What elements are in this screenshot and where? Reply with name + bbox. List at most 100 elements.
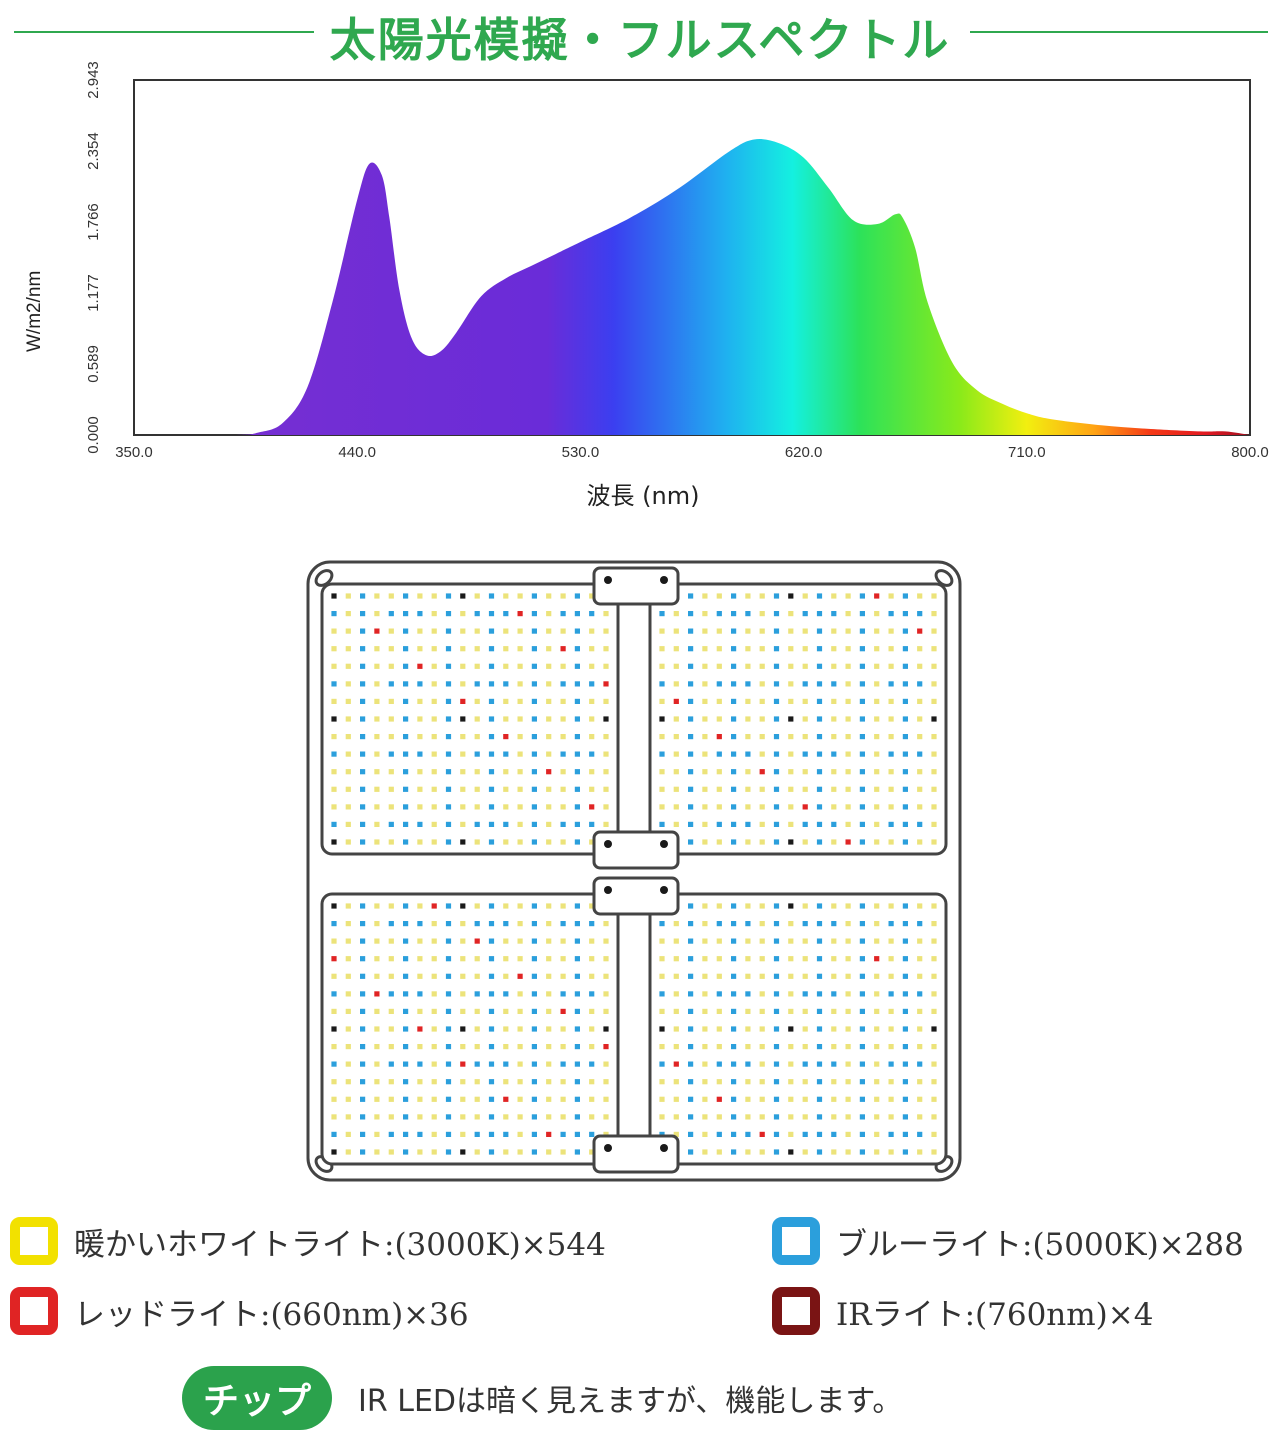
led-chip: [816, 1114, 823, 1120]
led-chip: [802, 938, 808, 944]
led-chip: [388, 1026, 394, 1032]
led-chip: [888, 681, 894, 687]
title-divider-left: [14, 31, 314, 33]
led-chip: [902, 1131, 908, 1137]
led-chip: [531, 1008, 537, 1014]
led-chip: [589, 956, 595, 962]
led-chip: [831, 628, 837, 634]
led-chip: [831, 593, 837, 599]
led-chip: [688, 769, 694, 775]
led-chip: [460, 956, 466, 962]
led-chip: [888, 786, 894, 792]
led-chip: [874, 821, 880, 827]
led-chip: [759, 1131, 765, 1137]
led-chip: [589, 1061, 595, 1067]
led-chip: [388, 821, 394, 827]
led-chip: [874, 663, 880, 669]
led-chip: [917, 903, 923, 909]
led-chip: [517, 786, 523, 792]
led-chip: [546, 1079, 552, 1085]
led-chip: [688, 991, 694, 997]
chip-note: IR LEDは暗く見えますが、機能します。: [358, 1384, 903, 1419]
led-chip: [673, 786, 679, 792]
led-chip: [360, 628, 366, 634]
y-tick-label: 1.766: [85, 203, 102, 241]
led-chip: [603, 716, 609, 722]
led-chip: [445, 769, 452, 775]
led-chip: [902, 1026, 908, 1032]
led-chip: [360, 1096, 366, 1102]
led-chip: [773, 1026, 780, 1032]
led-chip: [731, 1079, 737, 1085]
led-chip: [759, 611, 765, 617]
led-chip: [403, 921, 409, 927]
driver-body: [592, 566, 680, 606]
led-chip: [874, 956, 880, 962]
led-chip: [874, 1114, 880, 1120]
led-chip: [574, 973, 580, 979]
led-chip: [874, 938, 880, 944]
led-chip: [788, 786, 794, 792]
led-chip: [560, 1114, 566, 1120]
led-chip: [931, 1026, 937, 1032]
led-chip: [460, 903, 466, 909]
led-chip: [702, 628, 708, 634]
led-chip: [888, 1079, 894, 1085]
led-chip: [546, 611, 552, 617]
led-chip: [859, 734, 865, 740]
led-chip: [560, 821, 566, 827]
led-chip: [403, 839, 409, 845]
led-chip: [445, 716, 452, 722]
led-chip: [331, 611, 337, 617]
led-chip: [673, 646, 679, 652]
led-chip: [360, 921, 366, 927]
led-chip: [531, 734, 537, 740]
led-chip: [374, 698, 380, 704]
led-chip: [331, 681, 337, 687]
led-chip: [731, 716, 737, 722]
led-chip: [546, 903, 552, 909]
led-chip: [431, 938, 437, 944]
led-chip: [360, 786, 366, 792]
led-chip: [902, 716, 908, 722]
led-chip: [460, 921, 466, 927]
led-chip: [360, 698, 366, 704]
led-chip: [773, 903, 780, 909]
led-chip: [745, 734, 751, 740]
led-chip: [460, 938, 466, 944]
led-chip: [531, 663, 537, 669]
led-chip: [659, 1114, 665, 1120]
led-chip: [816, 1096, 823, 1102]
led-chip: [345, 1131, 351, 1137]
led-chip: [859, 1114, 865, 1120]
led-chip: [374, 839, 380, 845]
led-chip: [331, 1026, 337, 1032]
led-chip: [331, 646, 337, 652]
led-chip: [603, 1114, 609, 1120]
led-chip: [816, 663, 823, 669]
driver-block: [592, 566, 680, 606]
led-chip: [802, 973, 808, 979]
led-chip: [403, 646, 409, 652]
led-chip: [859, 1096, 865, 1102]
led-chip: [431, 698, 437, 704]
led-chip: [731, 734, 737, 740]
led-chip: [688, 646, 694, 652]
led-chip: [517, 751, 523, 757]
led-chip: [859, 1044, 865, 1050]
led-chip: [331, 1149, 337, 1155]
led-chip: [702, 1096, 708, 1102]
led-chip: [531, 646, 537, 652]
led-chip: [431, 991, 437, 997]
led-chip: [517, 938, 523, 944]
led-chip: [831, 611, 837, 617]
led-chip: [931, 1149, 937, 1155]
led-chip: [574, 593, 580, 599]
led-chip: [589, 646, 595, 652]
led-chip: [488, 1131, 495, 1137]
led-chip: [531, 991, 537, 997]
led-chip: [845, 956, 851, 962]
led-chip: [802, 628, 808, 634]
led-chip: [845, 1008, 851, 1014]
led-chip: [488, 716, 495, 722]
